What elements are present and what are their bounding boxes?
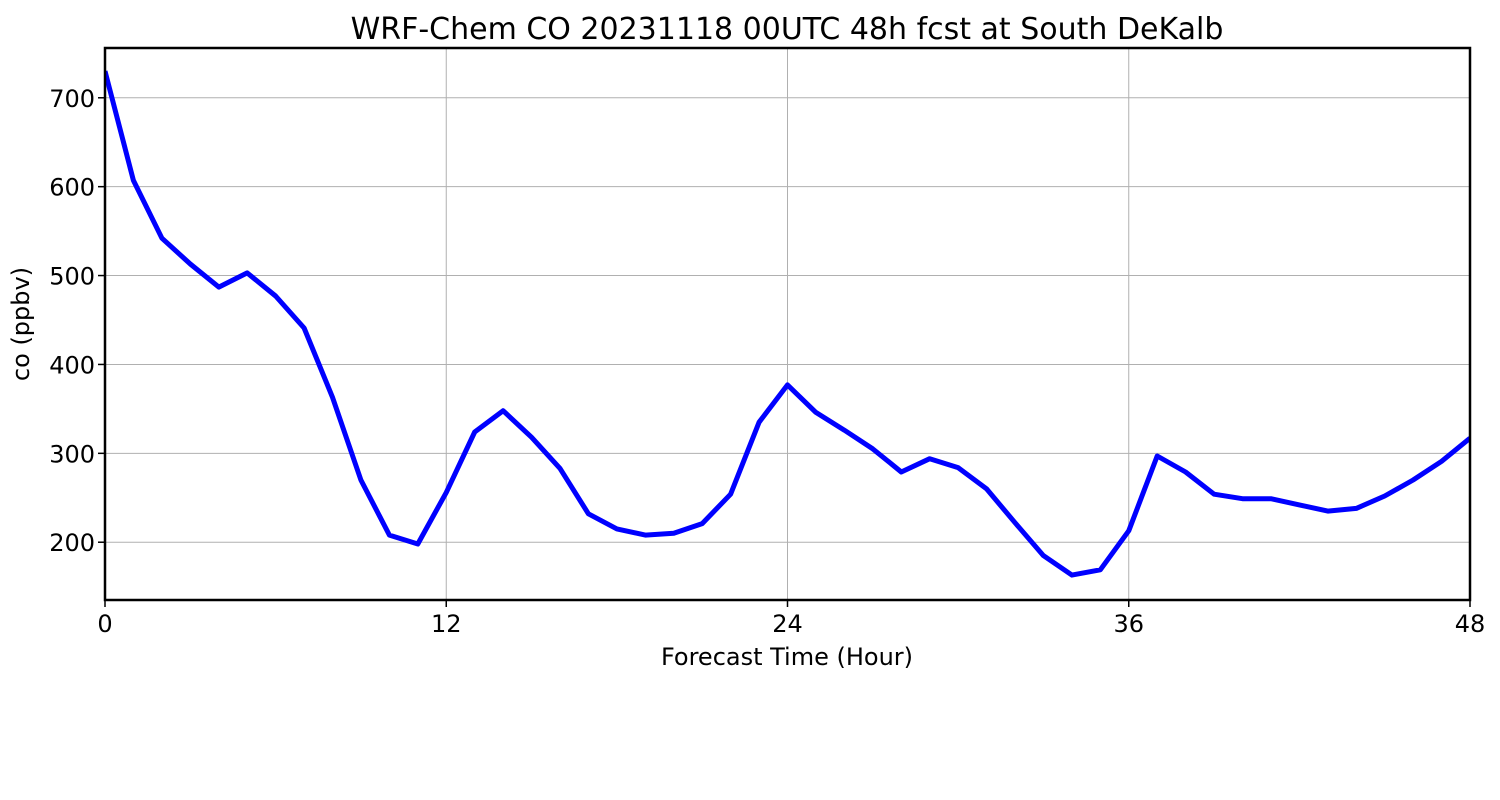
- plot-area: [105, 70, 1470, 578]
- y-tick-label: 400: [49, 351, 95, 379]
- y-axis-label: co (ppbv): [7, 267, 35, 381]
- chart-title: WRF-Chem CO 20231118 00UTC 48h fcst at S…: [351, 12, 1224, 47]
- x-tick-label: 36: [1113, 610, 1144, 638]
- x-axis-label: Forecast Time (Hour): [661, 643, 913, 671]
- axis-ticks: 0 12 24 36 48 200 300 400 500 600 700: [49, 85, 1485, 638]
- y-tick-label: 700: [49, 85, 95, 113]
- y-tick-label: 300: [49, 440, 95, 468]
- y-tick-label: 200: [49, 529, 95, 557]
- grid-lines: [104, 48, 1471, 600]
- y-tick-label: 600: [49, 174, 95, 202]
- x-tick-label: 24: [772, 610, 803, 638]
- co-series-line: [105, 70, 1470, 578]
- x-tick-label: 0: [97, 610, 112, 638]
- x-tick-label: 48: [1455, 610, 1486, 638]
- x-tick-label: 12: [431, 610, 462, 638]
- y-tick-label: 500: [49, 263, 95, 291]
